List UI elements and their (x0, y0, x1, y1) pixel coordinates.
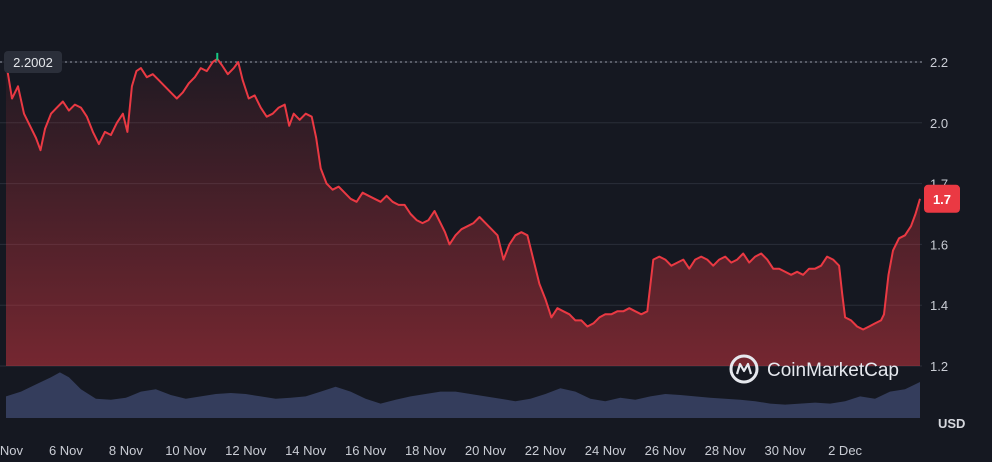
x-tick-label: 20 Nov (465, 443, 507, 458)
x-tick-label: 2 Dec (828, 443, 862, 458)
x-tick-label: 28 Nov (705, 443, 747, 458)
price-line (5, 58, 921, 331)
volume-area (6, 372, 920, 418)
price-line-series (5, 52, 921, 331)
current-price-badge (924, 184, 960, 213)
y-tick-label: 2.0 (930, 116, 948, 131)
x-tick-label: 22 Nov (525, 443, 567, 458)
x-axis-labels: 4 Nov 6 Nov 8 Nov 10 Nov 12 Nov 14 Nov 16 Nov 1… (0, 443, 863, 458)
y-tick-label: 1.4 (930, 298, 948, 313)
coinmarketcap-watermark: CoinMarketCap (729, 354, 899, 384)
coinmarketcap-logo-icon (729, 354, 759, 384)
x-tick-label: 4 Nov (0, 443, 23, 458)
x-tick-label: 12 Nov (225, 443, 267, 458)
currency-unit-label: USD (938, 416, 965, 431)
watermark-text: CoinMarketCap (767, 360, 899, 381)
volume-histogram (6, 372, 920, 418)
x-tick-label: 8 Nov (109, 443, 143, 458)
price-area (6, 59, 920, 366)
price-badges: 2.2002 1.7 (4, 50, 960, 213)
reference-badge (4, 50, 62, 73)
y-tick-label: 1.6 (930, 237, 948, 252)
x-tick-label: 10 Nov (165, 443, 207, 458)
y-tick-label: 1.2 (930, 359, 948, 374)
x-tick-label: 16 Nov (345, 443, 387, 458)
y-tick-label: 2.2 (930, 55, 948, 70)
x-tick-label: 18 Nov (405, 443, 447, 458)
x-tick-label: 6 Nov (49, 443, 83, 458)
current-price-value: 1.7 (933, 192, 951, 207)
x-tick-label: 24 Nov (585, 443, 627, 458)
x-tick-label: 30 Nov (765, 443, 807, 458)
reference-value: 2.2002 (13, 55, 53, 70)
x-tick-label: 14 Nov (285, 443, 327, 458)
logo-wave-icon (735, 362, 753, 375)
price-area-fill (6, 59, 920, 366)
y-axis-labels: 1.2 1.4 1.6 1.7 2.0 2.2 (930, 55, 948, 374)
x-tick-label: 26 Nov (645, 443, 687, 458)
